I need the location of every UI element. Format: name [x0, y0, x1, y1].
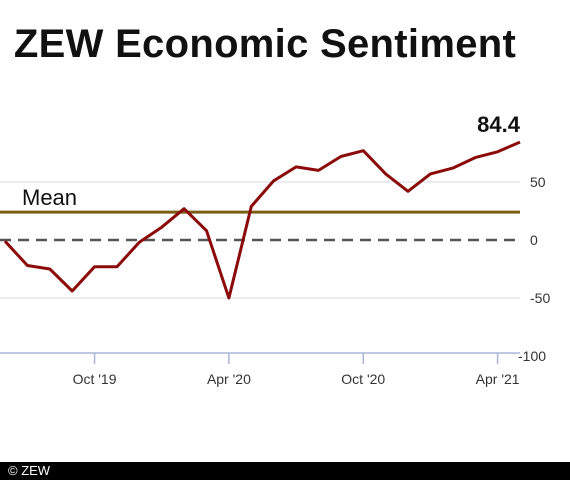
y-tick-label--100: -100 [518, 348, 546, 364]
y-tick-label--50: -50 [530, 290, 550, 306]
x-axis-ticks: Oct '19 Apr '20 Oct '20 Apr '21 [73, 353, 520, 387]
x-tick-label-0: Oct '19 [73, 371, 117, 387]
y-axis-ticks: 50 0 -50 -100 [518, 174, 550, 364]
copyright-text: © ZEW [8, 463, 51, 478]
x-tick-label-1: Apr '20 [207, 371, 251, 387]
last-value-label: 84.4 [477, 112, 521, 137]
x-tick-label-3: Apr '21 [476, 371, 520, 387]
footer-bar: © ZEW [0, 462, 570, 480]
series-line-zew-sentiment [3, 140, 521, 300]
x-tick-label-2: Oct '20 [341, 371, 385, 387]
mean-label: Mean [22, 185, 77, 210]
y-tick-label-0: 0 [530, 232, 538, 248]
y-tick-label-50: 50 [530, 174, 546, 190]
grid-lines [0, 181, 520, 299]
chart-plot: Oct '19 Apr '20 Oct '20 Apr '21 500-50-100 … [0, 112, 550, 387]
chart-title: ZEW Economic Sentiment [13, 22, 517, 66]
